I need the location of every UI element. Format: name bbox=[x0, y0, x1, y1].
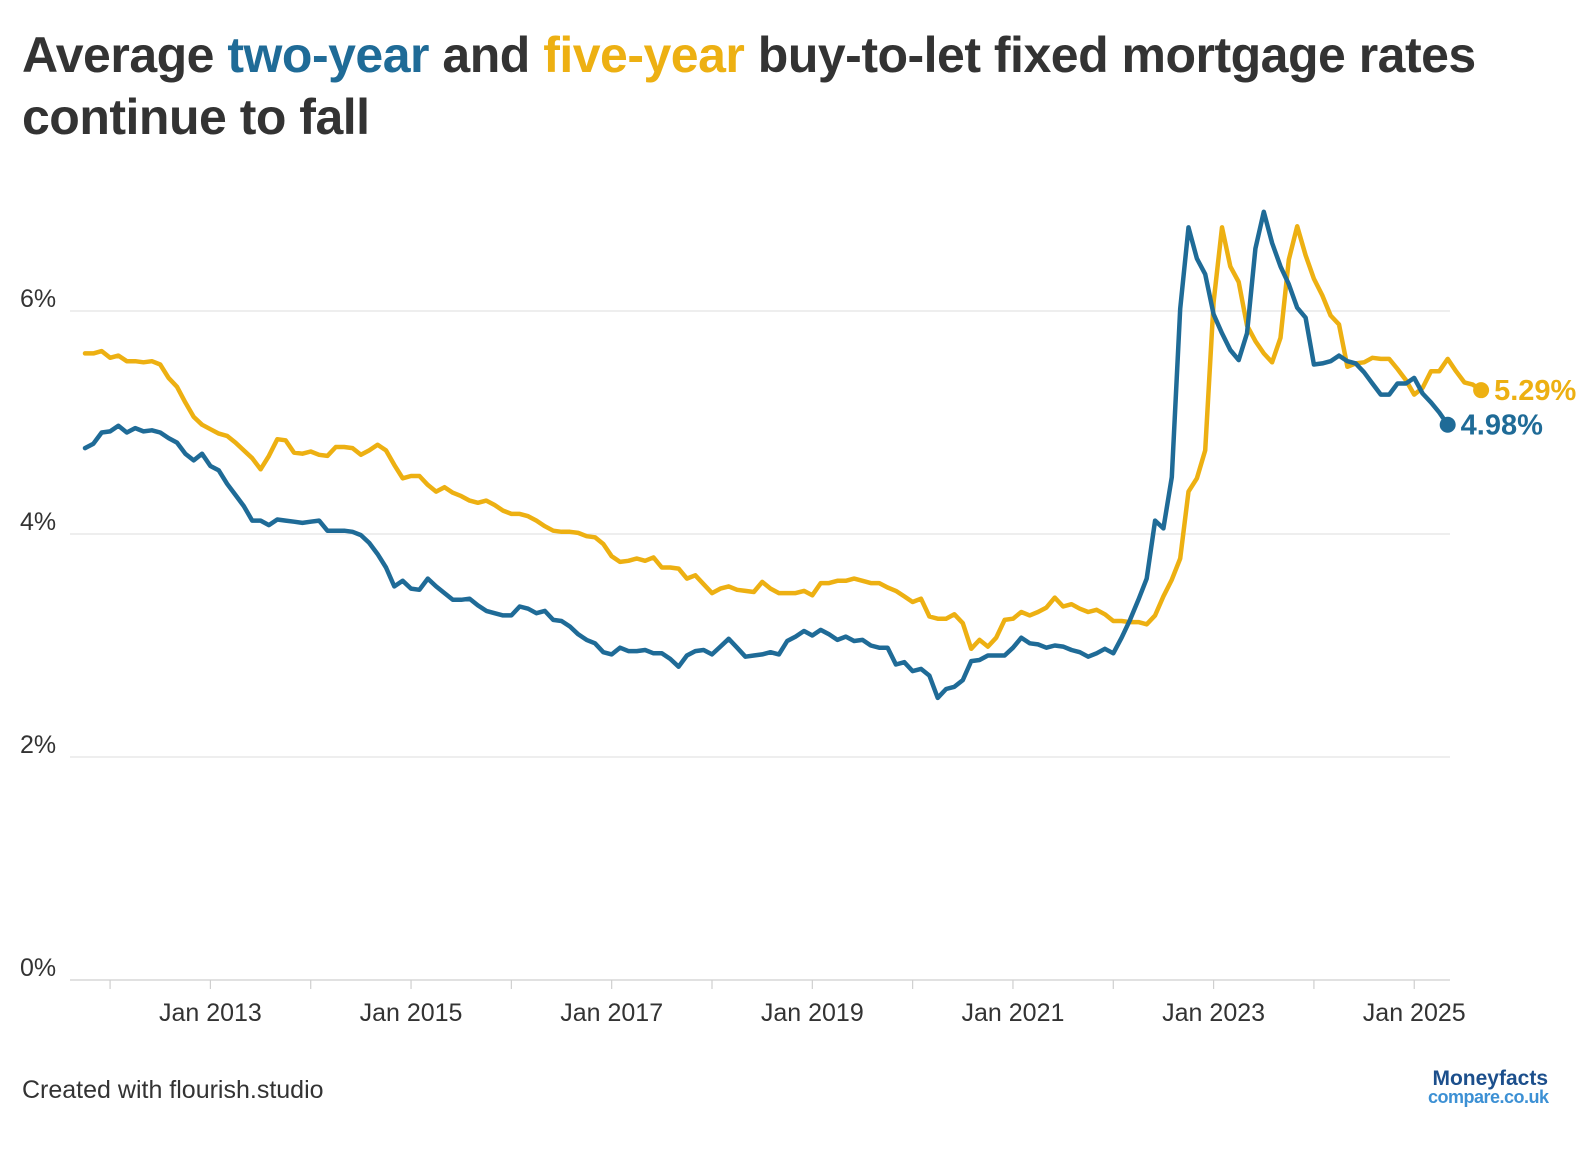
footer-credit: Created with flourish.studio bbox=[22, 1076, 324, 1104]
end-point-two-year bbox=[1439, 416, 1456, 433]
x-tick-label: Jan 2015 bbox=[360, 999, 463, 1027]
end-label-five-year: 5.29% bbox=[1494, 375, 1576, 407]
end-label-two-year: 4.98% bbox=[1461, 410, 1543, 442]
y-tick-label: 0% bbox=[20, 954, 56, 982]
logo-line1: Moneyfacts bbox=[1432, 1067, 1548, 1090]
moneyfacts-logo: Moneyfacts compare.co.uk bbox=[1428, 1067, 1549, 1107]
title-series-five-year: five-year bbox=[543, 27, 745, 83]
series-line-five-year bbox=[82, 224, 1484, 652]
title-middle: and bbox=[429, 27, 544, 83]
x-tick-label: Jan 2021 bbox=[962, 999, 1065, 1027]
x-tick-label: Jan 2017 bbox=[560, 999, 663, 1027]
y-tick-label: 6% bbox=[20, 285, 56, 313]
y-tick-label: 2% bbox=[20, 731, 56, 759]
chart-title: Average two-year and five-year buy-to-le… bbox=[22, 24, 1542, 148]
y-tick-label: 4% bbox=[20, 508, 56, 536]
title-suffix: buy-to-let fixed mortgage rates continue… bbox=[22, 27, 1476, 145]
x-tick-label: Jan 2023 bbox=[1162, 999, 1265, 1027]
x-tick-label: Jan 2019 bbox=[761, 999, 864, 1027]
end-point-five-year bbox=[1473, 382, 1490, 399]
logo-line2: compare.co.uk bbox=[1428, 1087, 1549, 1107]
title-series-two-year: two-year bbox=[227, 27, 429, 83]
title-prefix: Average bbox=[22, 27, 228, 83]
series-line-two-year bbox=[82, 209, 1450, 701]
x-tick-label: Jan 2013 bbox=[159, 999, 262, 1027]
x-tick-label: Jan 2025 bbox=[1363, 999, 1466, 1027]
